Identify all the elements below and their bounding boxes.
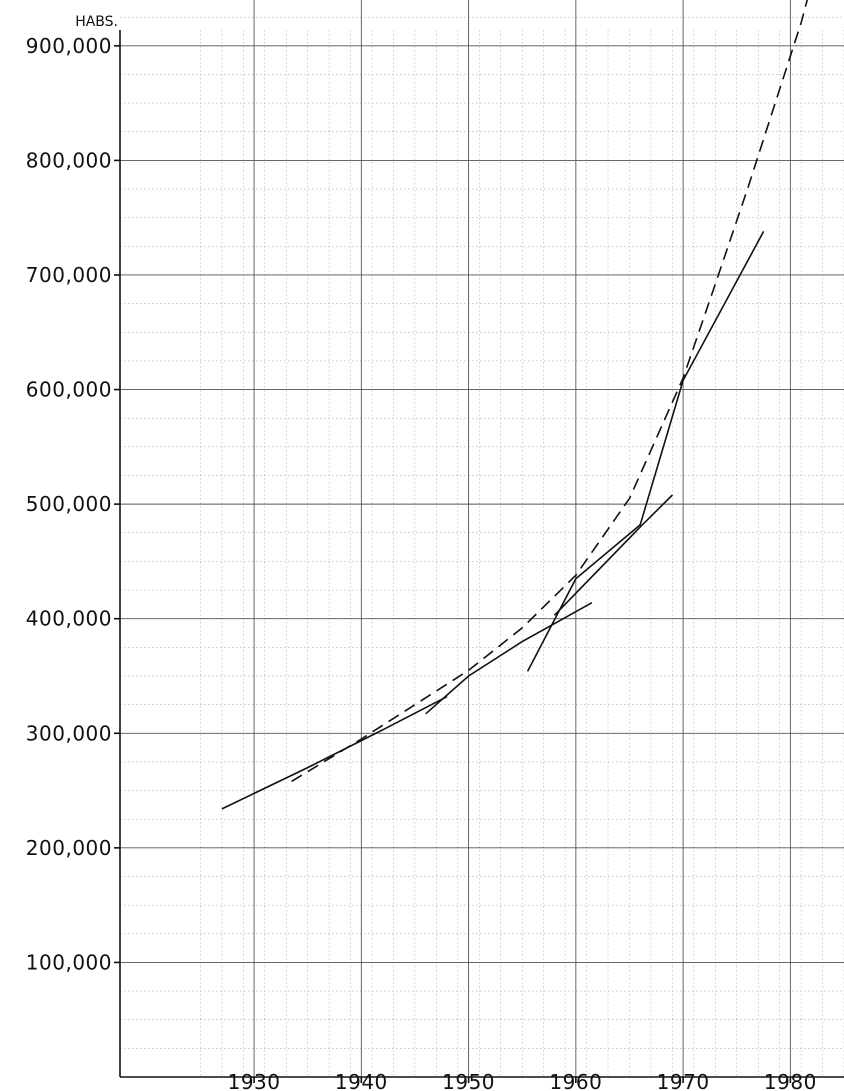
y-tick-label: 900,000 (26, 34, 112, 58)
x-axis-ticks: 1930 1940 1950 1960 1970 1980 (228, 1070, 817, 1091)
x-tick-label: 1960 (549, 1070, 602, 1091)
x-tick-label: 1950 (442, 1070, 495, 1091)
x-tick-label: 1980 (764, 1070, 817, 1091)
minor-gridlines (120, 16, 844, 1077)
y-tick-label: 500,000 (26, 492, 112, 516)
solid-series-line-2 (221, 695, 448, 810)
solid-series-line-3 (425, 602, 593, 715)
y-tick-label: 800,000 (26, 148, 112, 172)
solid-series-line-4 (553, 494, 673, 616)
y-unit-label: HABS. (75, 14, 118, 30)
solid-series-line-5 (526, 231, 765, 672)
x-tick-label: 1930 (228, 1070, 281, 1091)
series-lines (221, 0, 809, 810)
y-tick-label: 700,000 (26, 263, 112, 287)
y-tick-label: 600,000 (26, 378, 112, 402)
x-tick-label: 1970 (657, 1070, 710, 1091)
x-tick-label: 1940 (335, 1070, 388, 1091)
major-gridlines (120, 0, 844, 1077)
y-tick-label: 400,000 (26, 607, 112, 631)
y-tick-label: 100,000 (26, 950, 112, 974)
y-axis-ticks: 100,000 200,000 300,000 400,000 500,000 600,0… (26, 34, 120, 974)
y-tick-label: 200,000 (26, 836, 112, 860)
dashed-series-line-1 (291, 0, 809, 783)
y-tick-label: 300,000 (26, 721, 112, 745)
